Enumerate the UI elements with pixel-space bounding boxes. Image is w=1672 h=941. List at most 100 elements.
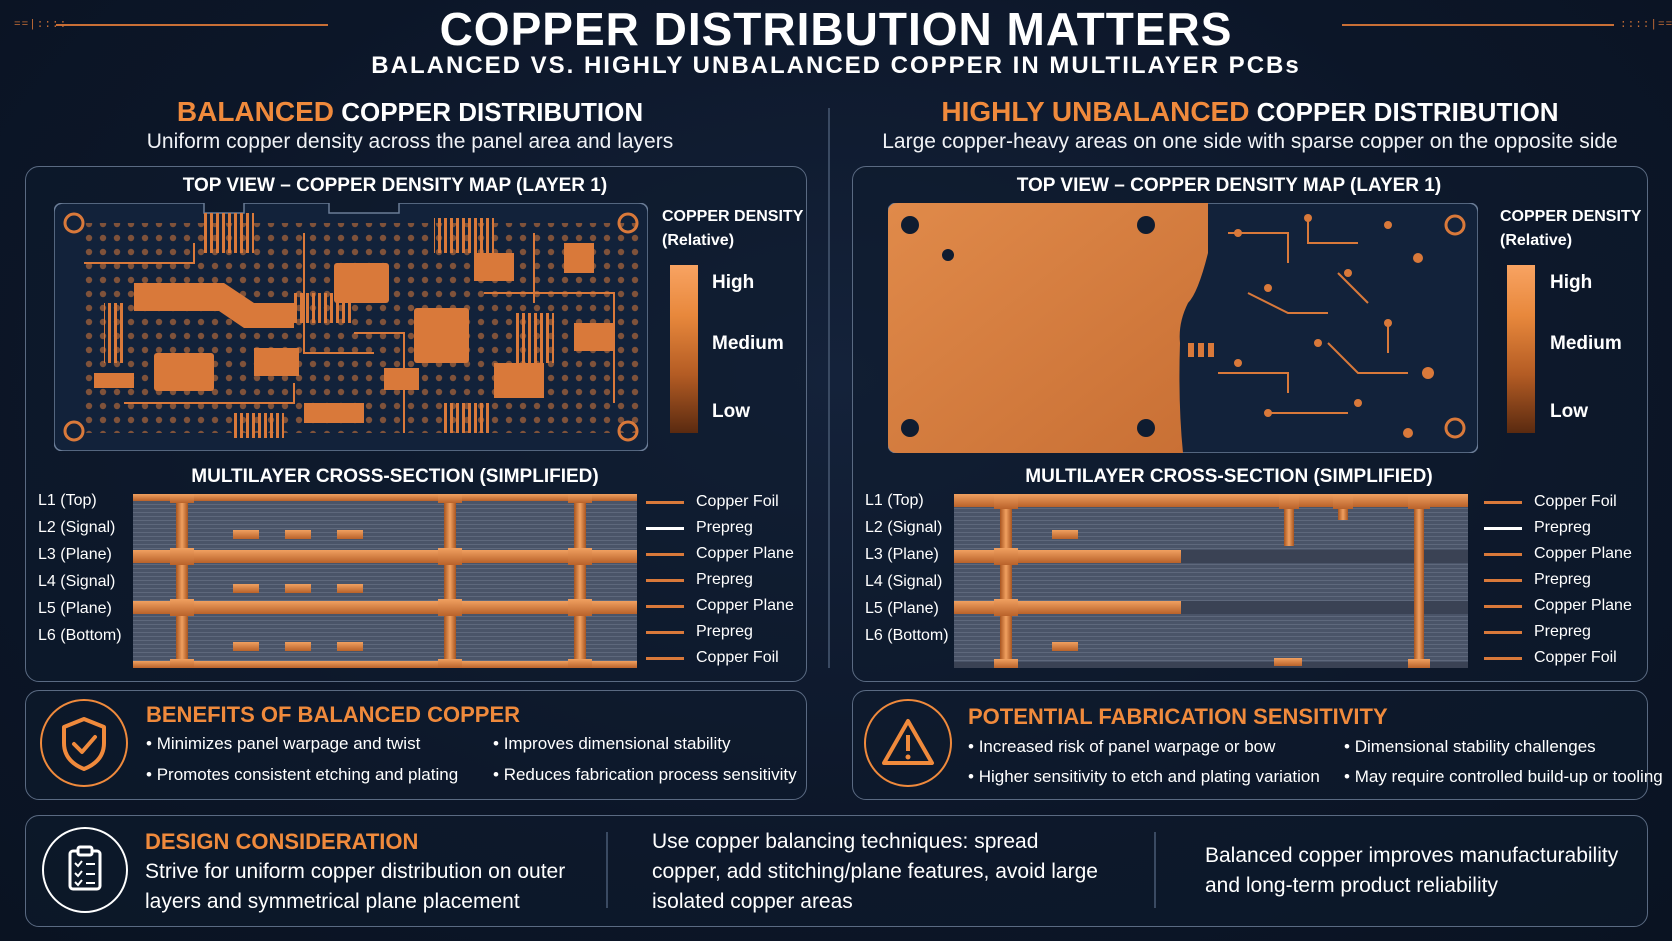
material-row: Prepreg [1484, 619, 1632, 645]
material-row: Prepreg [646, 515, 794, 541]
left-legend-bar [670, 265, 698, 433]
material-label: Copper Plane [696, 545, 794, 562]
right-layer-label: L2 (Signal) [865, 519, 943, 536]
warning-triangle-icon [864, 699, 952, 787]
material-row: Copper Plane [1484, 593, 1632, 619]
right-cross-section [954, 494, 1468, 668]
benefit-item: • Promotes consistent etching and platin… [146, 765, 459, 784]
material-label: Copper Foil [1534, 649, 1617, 666]
right-layer-label: L3 (Plane) [865, 546, 939, 563]
material-row: Copper Foil [646, 645, 794, 671]
right-description: Large copper-heavy areas on one side wit… [882, 130, 1618, 153]
benefit-item-text: Improves dimensional stability [503, 734, 731, 753]
design-reliability: Balanced copper improves manufacturabili… [1205, 844, 1619, 897]
benefit-item-text: Reduces fabrication process sensitivity [503, 765, 797, 784]
material-row: Copper Plane [646, 593, 794, 619]
right-layer-labels: L1 (Top) L2 (Signal) L3 (Plane) L4 (Sign… [865, 492, 949, 654]
material-row: Prepreg [646, 619, 794, 645]
material-row: Prepreg [1484, 567, 1632, 593]
left-legend-title-line2: (Relative) [662, 232, 735, 249]
material-label: Copper Foil [696, 649, 779, 666]
benefits-box [25, 690, 807, 800]
design-separator-2 [1154, 832, 1156, 908]
title-deco-left-line [56, 24, 328, 26]
left-legend-low: Low [712, 401, 750, 422]
material-swatch [1484, 656, 1522, 660]
left-heading-accent: BALANCED [176, 96, 334, 127]
material-swatch [1484, 552, 1522, 556]
left-copper-density-map [54, 203, 648, 451]
left-cross-section [133, 494, 637, 668]
material-swatch [646, 656, 684, 660]
left-layer-label: L3 (Plane) [38, 546, 112, 563]
clipboard-checklist-icon [42, 827, 128, 913]
material-swatch [1484, 578, 1522, 582]
material-swatch [646, 578, 684, 582]
title-deco-right-dots: ::::|== [1620, 19, 1672, 31]
material-label: Prepreg [1534, 571, 1591, 588]
sensitivity-box [852, 690, 1648, 800]
material-label: Copper Plane [1534, 597, 1632, 614]
left-layer-label: L5 (Plane) [38, 600, 112, 617]
right-map-title: TOP VIEW – COPPER DENSITY MAP (LAYER 1) [1016, 175, 1442, 196]
material-swatch [646, 630, 684, 634]
sensitivity-item: • May require controlled build-up or too… [1344, 767, 1663, 786]
left-layer-label: L4 (Signal) [38, 573, 116, 590]
sensitivity-item: • Dimensional stability challenges [1344, 737, 1596, 756]
left-layer-label: L1 (Top) [38, 492, 97, 509]
material-swatch [1484, 604, 1522, 608]
page-title: COPPER DISTRIBUTION MATTERS [439, 3, 1233, 55]
material-label: Copper Foil [1534, 493, 1617, 510]
material-label: Prepreg [1534, 519, 1591, 536]
sensitivity-item: • Higher sensitivity to etch and plating… [968, 767, 1320, 786]
left-heading: BALANCED COPPER DISTRIBUTION [20, 96, 800, 128]
material-row: Copper Plane [646, 541, 794, 567]
sensitivity-item-text: Dimensional stability challenges [1354, 737, 1596, 756]
material-swatch [646, 526, 684, 530]
material-swatch [646, 552, 684, 556]
left-legend-high: High [712, 272, 755, 293]
material-label: Copper Plane [696, 597, 794, 614]
material-swatch [646, 500, 684, 504]
sensitivity-item-text: Increased risk of panel warpage or bow [978, 737, 1276, 756]
material-label: Prepreg [696, 571, 753, 588]
material-swatch [1484, 630, 1522, 634]
material-swatch [646, 604, 684, 608]
left-legend-title: COPPER DENSITY (Relative) [662, 205, 803, 253]
left-legend-title-line1: COPPER DENSITY [662, 208, 804, 225]
right-legend-bar [1507, 265, 1535, 433]
design-techniques: Use copper balancing techniques: spread … [652, 830, 1098, 913]
design-separator-1 [606, 832, 608, 908]
right-heading: HIGHLY UNBALANCED COPPER DISTRIBUTION [850, 96, 1650, 128]
shield-check-icon [40, 699, 128, 787]
right-layer-label: L6 (Bottom) [865, 627, 949, 644]
benefit-item-text: Promotes consistent etching and plating [156, 765, 459, 784]
material-row: Copper Plane [1484, 541, 1632, 567]
left-cross-title: MULTILAYER CROSS-SECTION (SIMPLIFIED) [191, 466, 599, 487]
design-title: DESIGN CONSIDERATION [145, 829, 419, 854]
left-heading-rest: COPPER DISTRIBUTION [333, 97, 644, 127]
benefits-title: BENEFITS OF BALANCED COPPER [146, 702, 521, 727]
sensitivity-item-text: May require controlled build-up or tooli… [1354, 767, 1663, 786]
right-legend-high: High [1550, 272, 1593, 293]
title-deco-right-line [1342, 24, 1614, 26]
left-layer-labels: L1 (Top) L2 (Signal) L3 (Plane) L4 (Sign… [38, 492, 122, 654]
material-label: Prepreg [1534, 623, 1591, 640]
material-row: Copper Foil [1484, 645, 1632, 671]
benefit-item: • Improves dimensional stability [493, 734, 731, 753]
center-divider [828, 108, 830, 668]
material-swatch [1484, 500, 1522, 504]
benefit-item: • Reduces fabrication process sensitivit… [493, 765, 797, 784]
right-layer-label: L1 (Top) [865, 492, 924, 509]
sensitivity-title: POTENTIAL FABRICATION SENSITIVITY [968, 704, 1388, 729]
left-layer-label: L6 (Bottom) [38, 627, 122, 644]
right-legend-title-line2: (Relative) [1500, 232, 1573, 249]
right-legend-title: COPPER DENSITY (Relative) [1500, 205, 1641, 253]
right-heading-accent: HIGHLY UNBALANCED [941, 96, 1250, 127]
material-label: Copper Plane [1534, 545, 1632, 562]
left-layer-label: L2 (Signal) [38, 519, 116, 536]
right-cross-title: MULTILAYER CROSS-SECTION (SIMPLIFIED) [1025, 466, 1433, 487]
sensitivity-item-text: Higher sensitivity to etch and plating v… [978, 767, 1320, 786]
benefit-item: • Minimizes panel warpage and twist [146, 734, 421, 753]
page-subtitle: BALANCED VS. HIGHLY UNBALANCED COPPER IN… [371, 52, 1301, 79]
